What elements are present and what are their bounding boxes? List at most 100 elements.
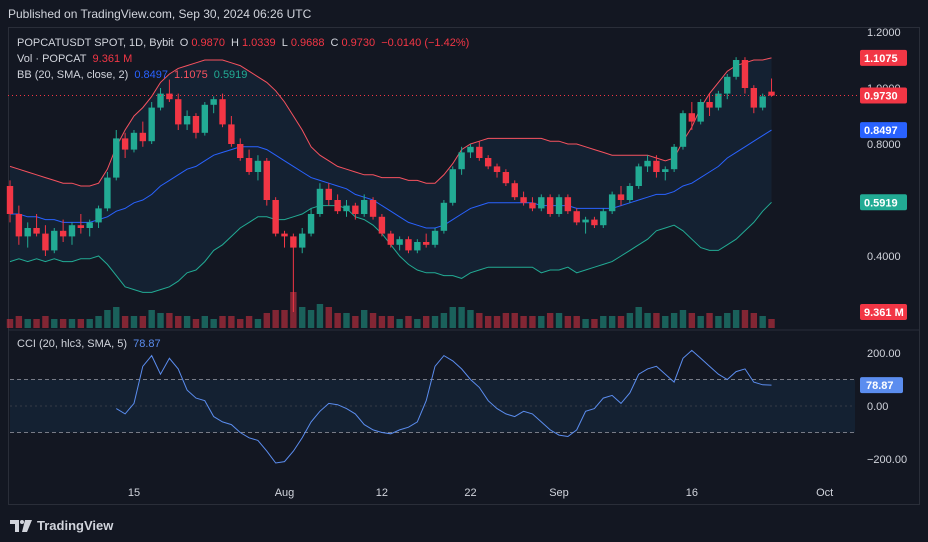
volume-bar <box>299 307 306 328</box>
volume-bar <box>768 319 775 328</box>
price-badge <box>860 122 907 139</box>
tradingview-brand: TradingView <box>37 518 114 533</box>
candle-body <box>316 188 324 214</box>
volume-bar <box>281 310 288 328</box>
candle-body <box>697 102 704 122</box>
tradingview-logo[interactable]: TradingView <box>10 518 113 533</box>
volume-bar <box>334 313 341 328</box>
bb-fill <box>10 57 772 293</box>
candle <box>502 169 510 186</box>
candle <box>343 200 350 217</box>
candle-body <box>750 88 758 108</box>
candle-body <box>104 177 111 209</box>
candle-body <box>573 211 580 223</box>
candle <box>741 57 749 94</box>
candle <box>724 74 731 100</box>
volume-bar <box>86 319 93 328</box>
time-tick-label: Sep <box>549 487 569 499</box>
candle-body <box>759 96 766 108</box>
candle-body <box>95 208 102 223</box>
candle <box>591 216 598 228</box>
candle <box>307 208 315 237</box>
candle-body <box>15 214 23 237</box>
candle <box>378 214 386 237</box>
bb-label[interactable]: BB (20, SMA, close, 2) <box>17 69 129 81</box>
volume-bar <box>316 304 324 328</box>
cci-legend: CCI (20, hlc3, SMA, 5) 78.87 <box>17 338 164 350</box>
volume-bar <box>555 313 563 328</box>
symbol-legend: POPCATUSDT SPOT, 1D, Bybit O 0.9870 H 1.03… <box>17 37 472 49</box>
volume-bar <box>219 316 226 328</box>
candle <box>183 110 191 130</box>
volume-bar <box>325 307 332 328</box>
volume-bar <box>679 310 687 328</box>
symbol-label[interactable]: POPCATUSDT SPOT, 1D, Bybit <box>17 37 174 49</box>
candle-body <box>192 116 200 133</box>
candle-body <box>608 194 616 212</box>
volume-label[interactable]: Vol · POPCAT <box>17 53 87 65</box>
volume-bar <box>741 310 749 328</box>
candle <box>104 172 111 212</box>
volume-bar <box>307 310 315 328</box>
candle <box>86 219 93 237</box>
candle-body <box>325 188 332 200</box>
close-value: 0.9730 <box>341 37 376 49</box>
candle <box>139 121 147 147</box>
candle-body <box>387 233 394 245</box>
low-value: 0.9688 <box>290 37 325 49</box>
time-tick-label: Aug <box>275 487 295 499</box>
candle <box>688 102 696 130</box>
candle <box>768 78 775 97</box>
candle <box>121 132 129 158</box>
candle-body <box>502 172 510 184</box>
price-tick-label: 1.2000 <box>867 27 901 39</box>
time-tick-label: 16 <box>686 487 698 499</box>
volume-bar <box>369 313 377 328</box>
volume-bar <box>68 319 76 328</box>
candle <box>484 155 492 170</box>
volume-bar <box>600 316 607 328</box>
candle <box>414 239 421 254</box>
candle <box>334 194 341 214</box>
candle-body <box>369 200 377 217</box>
candle <box>564 194 572 214</box>
candle <box>555 194 563 217</box>
candle-body <box>546 197 554 214</box>
candle-body <box>86 222 93 228</box>
volume-bar <box>635 307 642 328</box>
candle-body <box>245 158 253 172</box>
volume-bar <box>520 316 527 328</box>
candle <box>422 233 430 248</box>
candle <box>732 57 740 80</box>
volume-bar <box>759 316 766 328</box>
candle-body <box>741 60 749 88</box>
candle-body <box>219 99 226 125</box>
volume-bar <box>582 319 589 328</box>
volume-bar <box>724 313 731 328</box>
volume-bar <box>644 313 651 328</box>
chart-frame <box>8 27 920 505</box>
volume-bar <box>529 316 536 328</box>
candle-body <box>600 211 607 226</box>
candle <box>405 236 412 254</box>
volume-bar <box>77 319 85 328</box>
candle-body <box>263 160 270 200</box>
price-badge <box>860 194 907 211</box>
bb-upper-value: 1.1075 <box>174 69 208 81</box>
candle <box>59 219 67 242</box>
time-tick-label: 15 <box>128 487 140 499</box>
price-badge-label: 9.361 M <box>864 307 904 319</box>
candle-body <box>361 200 368 214</box>
candle <box>325 183 332 206</box>
volume-bar <box>228 316 235 328</box>
volume-bar <box>440 313 448 328</box>
bb-legend: BB (20, SMA, close, 2) 0.8497 1.1075 0.5… <box>17 69 250 81</box>
volume-bar <box>476 313 483 328</box>
candle <box>113 130 120 181</box>
volume-bar <box>51 319 58 328</box>
cci-label[interactable]: CCI (20, hlc3, SMA, 5) <box>17 338 128 350</box>
candle <box>77 214 85 234</box>
high-label: H <box>231 37 239 49</box>
volume-bar <box>706 313 713 328</box>
